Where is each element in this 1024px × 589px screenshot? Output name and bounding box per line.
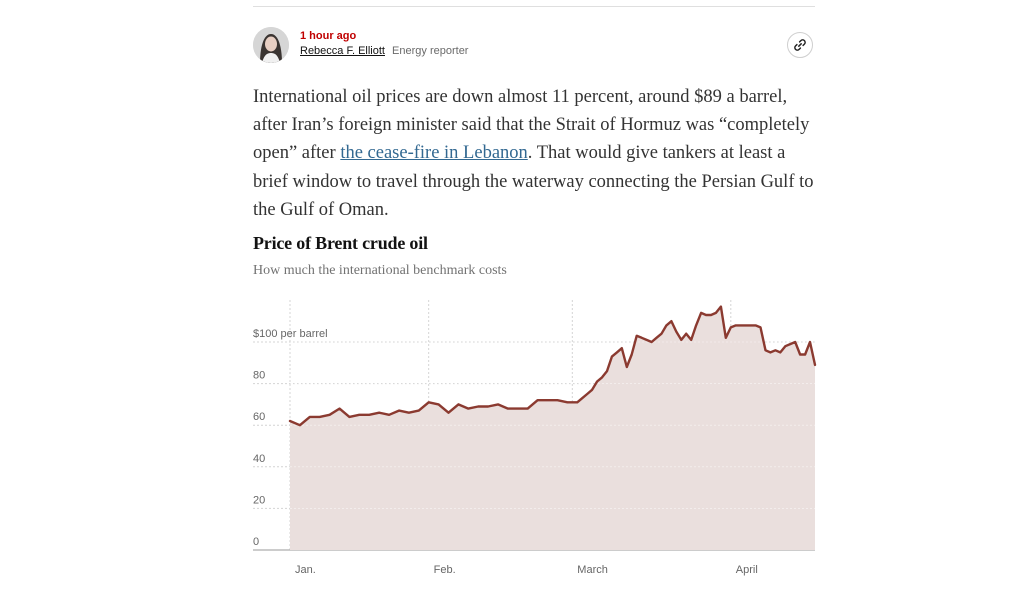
y-tick-label-0: 0 — [253, 536, 259, 548]
y-tick-label-5: $100 per barrel — [253, 328, 328, 340]
author-photo-icon — [253, 27, 289, 63]
author-name-link[interactable]: Rebecca F. Elliott — [300, 45, 385, 57]
y-tick-label-3: 60 — [253, 411, 265, 423]
x-tick-label-0: Jan. — [295, 564, 316, 576]
y-tick-label-2: 40 — [253, 453, 265, 465]
x-tick-label-3: April — [736, 564, 758, 576]
price-line — [288, 305, 817, 427]
cease-fire-link[interactable]: the cease-fire in Lebanon — [340, 143, 528, 164]
timestamp: 1 hour ago — [300, 30, 357, 42]
article-paragraph: International oil prices are down almost… — [253, 83, 821, 224]
article-text: International oil prices are down almost… — [253, 87, 810, 164]
chart-subtitle: How much the international benchmark cos… — [253, 263, 507, 278]
price-area — [290, 306, 815, 550]
article-text-end: . That would give tankers at least a bri… — [253, 143, 814, 220]
author-row: Rebecca F. Elliott Energy reporter — [300, 43, 468, 59]
y-tick-label-4: 80 — [253, 370, 265, 382]
copy-link-button[interactable] — [787, 32, 813, 58]
author-avatar[interactable] — [253, 27, 289, 63]
chart-title: Price of Brent crude oil — [253, 233, 428, 253]
link-icon — [794, 39, 806, 51]
author-role: Energy reporter — [392, 45, 469, 57]
top-divider — [253, 6, 815, 7]
x-tick-label-1: Feb. — [434, 564, 456, 576]
x-tick-label-2: March — [577, 564, 608, 576]
byline: 1 hour ago Rebecca F. Elliott Energy rep… — [300, 30, 468, 59]
y-tick-label-1: 20 — [253, 494, 265, 506]
